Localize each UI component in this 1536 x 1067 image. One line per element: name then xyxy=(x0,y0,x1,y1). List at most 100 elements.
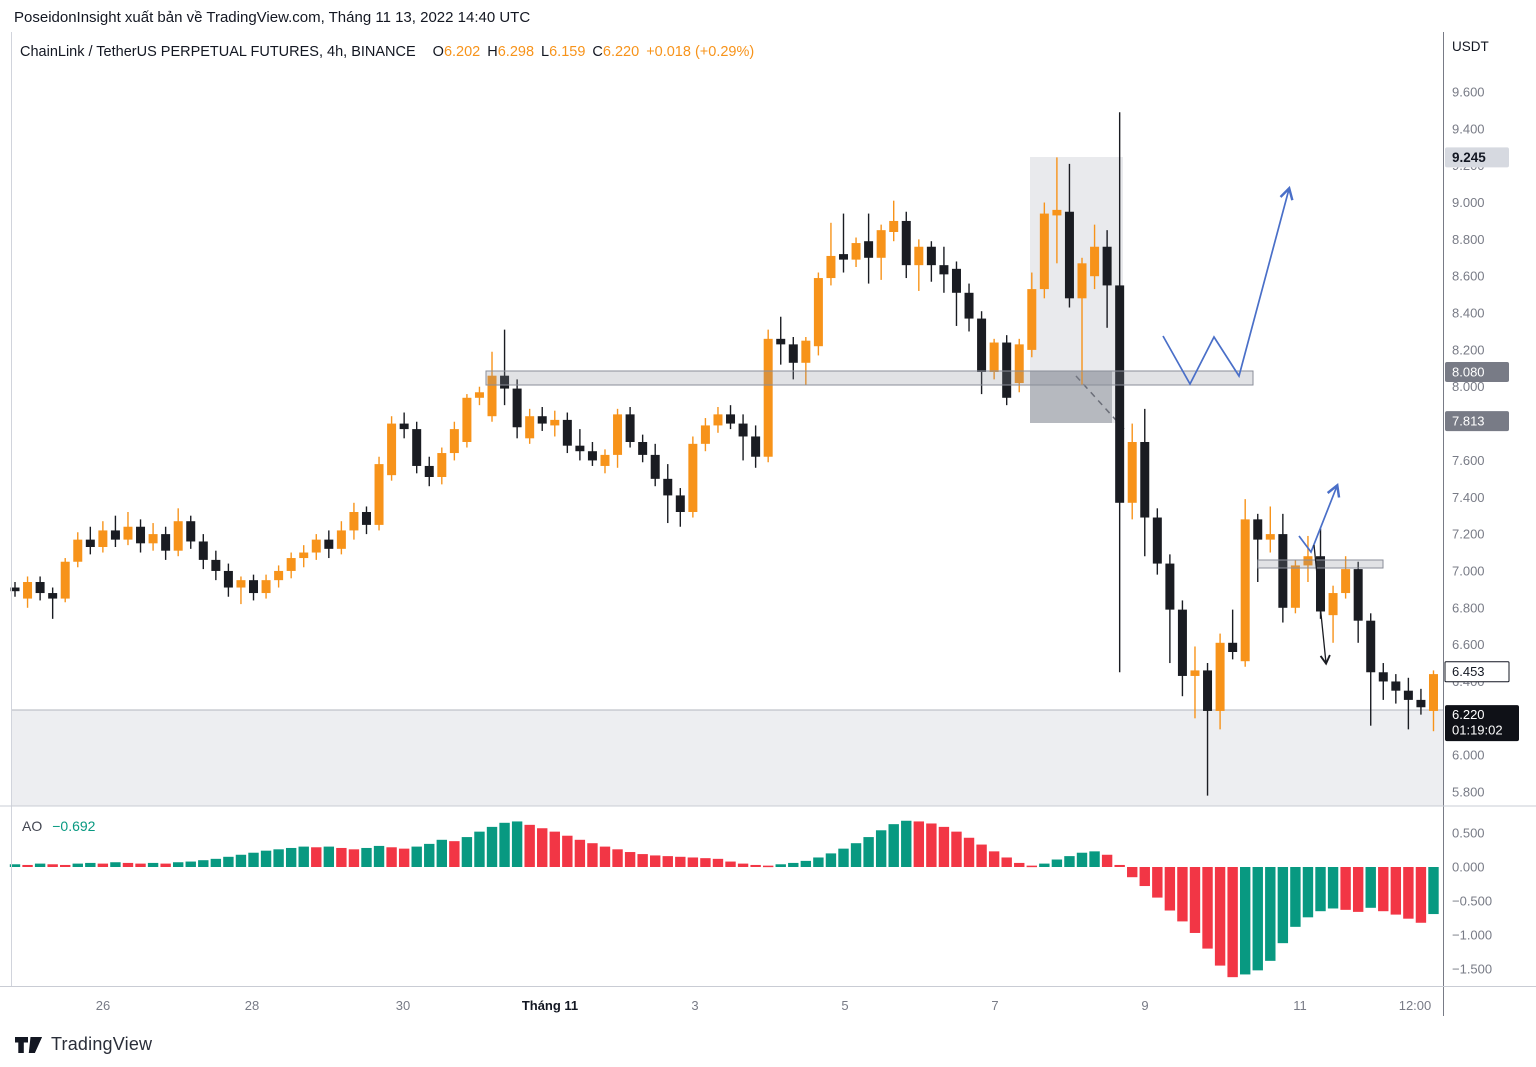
candle xyxy=(1240,499,1250,667)
ao-bar xyxy=(1127,867,1138,878)
candle xyxy=(1416,688,1426,715)
ao-bar xyxy=(825,853,837,867)
ao-bar xyxy=(1101,854,1113,867)
candle xyxy=(537,406,547,431)
candle xyxy=(713,406,723,433)
candle xyxy=(35,576,45,601)
ohlc-key: L xyxy=(541,44,550,60)
candle xyxy=(864,213,874,284)
candle xyxy=(813,272,823,356)
candle xyxy=(98,521,108,553)
symbol-title[interactable]: ChainLink / TetherUS PERPETUAL FUTURES, … xyxy=(20,44,416,60)
candle xyxy=(236,576,246,605)
candle xyxy=(73,532,83,568)
ao-bar xyxy=(1026,865,1037,868)
ao-bar xyxy=(499,822,510,867)
candle xyxy=(1039,202,1049,299)
ao-bar xyxy=(1114,864,1125,867)
candle xyxy=(1378,663,1388,700)
ao-label[interactable]: AO xyxy=(22,818,43,834)
price-tick-label: 8.600 xyxy=(1452,269,1485,284)
price-axis[interactable]: USDT9.6009.4009.2009.0008.8008.6008.4008… xyxy=(1452,39,1492,977)
price-tick-label: 6.600 xyxy=(1452,637,1485,652)
candle xyxy=(249,574,259,601)
candle xyxy=(587,441,597,466)
candle xyxy=(1052,157,1062,264)
candle xyxy=(838,213,848,273)
candle xyxy=(1140,408,1150,557)
black-down-arrow xyxy=(1313,544,1331,666)
candle xyxy=(926,241,936,282)
ao-bar xyxy=(110,862,121,867)
ao-bar xyxy=(988,851,1000,867)
ao-bar xyxy=(963,837,975,867)
candle xyxy=(738,414,748,461)
ao-bar xyxy=(1189,867,1201,933)
candle xyxy=(324,530,334,559)
ao-bar xyxy=(524,824,535,867)
date-label: 5 xyxy=(841,998,848,1013)
ao-bar xyxy=(449,841,460,867)
ao-bar xyxy=(1277,867,1289,944)
candle xyxy=(613,408,623,468)
ao-bar xyxy=(1051,859,1063,867)
ao-bar xyxy=(1265,867,1276,961)
candle xyxy=(1403,677,1413,730)
candle xyxy=(374,456,384,531)
candle xyxy=(914,239,924,291)
ohlc-value: 6.159 xyxy=(549,44,586,60)
ao-bar xyxy=(650,855,661,867)
candle xyxy=(1177,600,1187,697)
tradingview-logo[interactable]: TradingView xyxy=(14,1034,152,1055)
ao-bar xyxy=(875,830,887,867)
candle xyxy=(85,526,95,555)
candle xyxy=(562,412,572,454)
ao-bar xyxy=(1252,867,1263,971)
ao-bar xyxy=(1390,867,1402,915)
ao-bar xyxy=(888,824,899,867)
ao-bar xyxy=(813,857,824,867)
ao-bar xyxy=(788,862,799,867)
ao-bar xyxy=(1039,863,1050,867)
ao-bar xyxy=(901,820,912,867)
candle xyxy=(1127,423,1137,520)
ao-bar xyxy=(1001,857,1012,867)
ao-bar xyxy=(147,862,159,867)
candle xyxy=(186,515,196,549)
candle xyxy=(1077,257,1087,385)
price-tick-label: 6.000 xyxy=(1452,748,1485,763)
ao-bar xyxy=(800,860,812,867)
ao-bar xyxy=(323,846,335,867)
ao-bar xyxy=(1302,867,1314,918)
ao-bar xyxy=(1403,867,1414,919)
ao-bar xyxy=(850,843,862,867)
ao-indicator-legend: AO −0.692 xyxy=(22,818,95,834)
candle xyxy=(1165,554,1175,664)
ao-bar xyxy=(700,858,711,867)
candle xyxy=(1215,633,1225,730)
ao-bar xyxy=(1227,867,1238,978)
time-axis[interactable]: 26 28 30 Tháng 11 3 5 7 9 11 12:00 xyxy=(96,998,1432,1013)
ao-tick-label: 0.000 xyxy=(1452,860,1485,875)
ao-bar xyxy=(1239,867,1251,975)
candle xyxy=(123,511,133,546)
candle xyxy=(412,421,422,474)
ao-bar xyxy=(336,847,347,867)
candle xyxy=(336,521,346,555)
ao-bar xyxy=(47,864,58,867)
candle xyxy=(977,311,987,395)
candle xyxy=(575,429,585,461)
date-label: 30 xyxy=(396,998,410,1013)
candle xyxy=(387,416,397,481)
candle xyxy=(23,576,33,608)
ao-bar xyxy=(1076,852,1088,867)
ao-bar xyxy=(424,843,435,867)
ao-bar xyxy=(9,864,21,867)
date-label: Tháng 11 xyxy=(522,998,578,1013)
ao-bar xyxy=(311,847,322,867)
ao-bar xyxy=(537,828,548,867)
candle xyxy=(700,418,710,452)
ao-bar xyxy=(675,856,686,867)
